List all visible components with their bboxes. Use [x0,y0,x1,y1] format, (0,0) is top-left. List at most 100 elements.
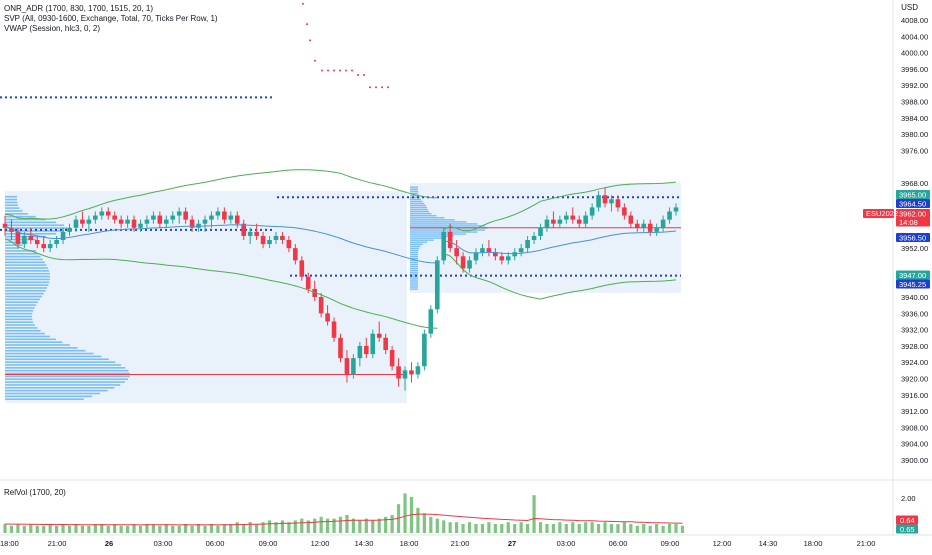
candle-body [570,215,576,220]
candle-body [234,215,240,224]
price-tick-label: 3992.00 [901,81,928,90]
relvol-bar [609,524,614,533]
indicator-legend-svp[interactable]: SVP (All, 0930-1600, Exchange, Total, 70… [4,14,218,23]
relvol-bar [538,522,543,533]
price-tag: 14:08 [896,217,930,227]
candle-body [247,231,253,236]
price-tick-label: 4004.00 [901,32,928,41]
candle-body [576,219,582,224]
relvol-bars [3,493,685,533]
profile-bar [5,307,35,309]
profile-bar [410,284,418,286]
relvol-bar [267,520,272,533]
relvol-bar [61,524,65,533]
profile-bar [5,312,33,315]
relvol-bar [74,524,78,533]
candle-body [60,231,66,240]
relvol-bar [151,524,155,533]
time-axis-label: 06:00 [206,539,225,548]
candle-body [409,370,414,375]
relvol-bar [655,524,659,533]
time-axis-label: 03:00 [557,539,576,548]
relvol-bar [674,524,678,533]
price-tag-bg [896,279,930,289]
candle-body [144,219,150,224]
relvol-tag-label: 0.64 [900,516,915,525]
candle-body [654,227,659,232]
price-tag-bg [896,233,930,242]
relvol-pane-title[interactable]: RelVol (1700, 20) [4,488,66,497]
profile-bar [410,265,419,268]
candle-body [80,219,85,224]
time-axis-label: 21:00 [48,539,67,548]
profile-bar [5,195,18,198]
relvol-bar [164,524,168,533]
candle-body [493,252,498,257]
candle-body [15,231,21,245]
relvol-bar [306,520,310,533]
adr-dot [327,69,329,72]
candle-body [170,215,176,220]
candle-body [596,195,601,208]
relvol-bar [132,524,136,533]
candle-body [9,227,14,232]
relvol-bar [332,518,336,533]
candle-body [383,337,388,350]
relvol-bar [222,524,226,533]
relvol-bar [345,515,349,533]
candle-body [241,223,247,236]
profile-bar [5,224,65,227]
relvol-bar [248,522,252,533]
price-tick-label: 4008.00 [901,16,928,25]
adr-dot [375,86,377,89]
profile-bar [5,250,36,252]
profile-bar [5,292,44,295]
candle-body [389,350,395,367]
candle-body [428,309,434,334]
time-axis-label: 27 [508,539,516,548]
profile-bar [410,241,428,243]
profile-bar [410,217,445,219]
price-tag: 3965.00 [896,190,930,200]
indicator-legend-vwap[interactable]: VWAP (Session, hlc3, 0, 2) [4,24,101,33]
candle-body [222,211,227,220]
profile-bar [5,375,130,378]
candle-body [538,227,543,236]
profile-bar [410,243,423,245]
adr-dots [302,2,389,89]
profile-bar [5,389,108,392]
relvol-bar [635,525,639,533]
relvol-bar [493,524,497,533]
profile-bar [410,253,419,256]
relvol-bar [209,524,214,533]
profile-bar [410,198,421,201]
price-tick-label: 3996.00 [901,65,928,74]
candle-body [157,215,163,224]
candle-body [99,211,105,216]
time-axis-label: 09:00 [259,539,278,548]
profile-bar [5,338,56,341]
adr-dot [306,23,308,26]
relvol-bar [106,525,110,533]
candle-body [396,366,401,379]
vwap-upper-band-1 [4,169,438,220]
indicator-legend-adr[interactable]: ONR_ADR (1700, 830, 1700, 1515, 20, 1) [4,4,153,13]
candle-body [318,297,324,314]
adr-dot [351,69,353,72]
candle-body [364,345,369,355]
relvol-bar [184,524,188,533]
candle-body [660,219,666,228]
price-tick-label: 3932.00 [901,326,928,335]
time-axis-label: 06:00 [609,539,628,548]
profile-bar [5,298,40,301]
relvol-bar [384,516,388,533]
relvol-bar [93,524,97,533]
candle-body [215,211,221,216]
candle-body [118,219,124,224]
profile-bar [410,219,455,221]
currency-label: USD [901,3,918,12]
price-tag-label: 3956.50 [899,234,926,243]
relvol-bar [171,525,175,533]
